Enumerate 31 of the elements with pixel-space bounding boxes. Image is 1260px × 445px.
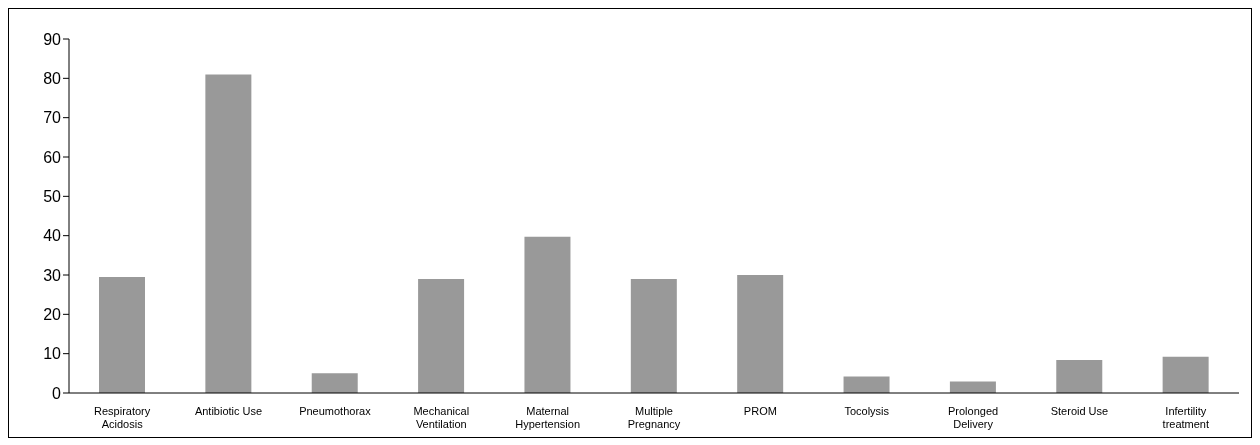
x-tick-label: Infertility treatment [1162,405,1210,430]
bar [630,278,677,393]
x-tick-label: Multiple Pregnancy [627,405,681,430]
y-tick-label: 10 [43,345,62,363]
bar [418,278,465,393]
x-tick-label: Steroid Use [1050,405,1109,417]
y-tick-label: 30 [43,266,62,284]
x-tick-label: Respiratory Acidosis [94,405,151,430]
y-tick-label: 40 [43,227,62,245]
y-tick-label: 70 [43,109,62,127]
bar [311,373,358,393]
x-tick-label: Pneumothorax [299,405,372,417]
y-tick-label: 0 [52,384,62,402]
bar [524,236,571,393]
bar [737,275,784,393]
x-tick-label: Antibiotic Use [194,405,263,417]
y-tick-label: 60 [43,148,62,166]
bar [1056,359,1103,393]
y-tick-label: 20 [43,306,62,324]
x-tick-label: PROM [743,405,777,417]
y-tick-label: 90 [43,30,62,48]
x-tick-label: Tocolysis [844,405,890,417]
x-tick-label: Maternal Hypertension [515,405,581,430]
bar [843,376,890,393]
bar [205,74,252,393]
y-tick-label: 50 [43,188,62,206]
x-tick-label: Mechanical Ventilation [413,405,470,430]
bar [1162,356,1209,393]
y-tick-label: 80 [43,70,62,88]
bar [99,276,145,393]
x-tick-label: Prolonged Delivery [948,405,999,430]
